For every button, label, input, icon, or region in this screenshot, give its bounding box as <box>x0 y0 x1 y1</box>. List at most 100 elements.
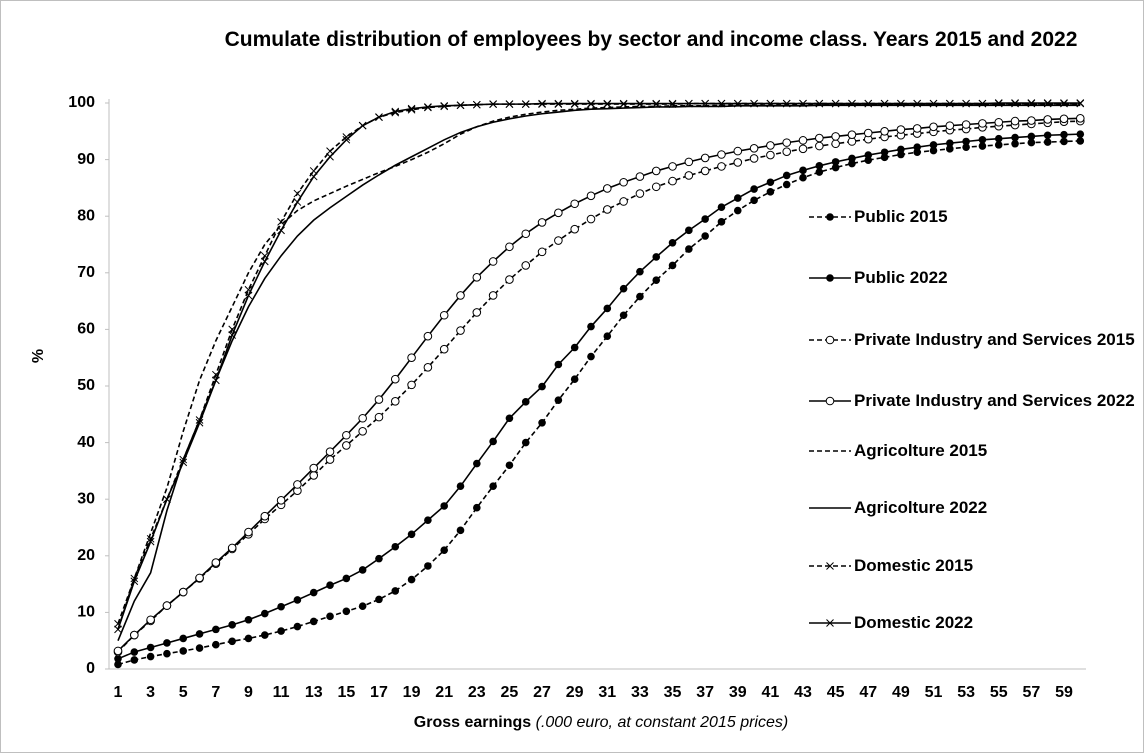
point <box>195 573 204 583</box>
point <box>228 621 236 629</box>
point <box>815 168 824 176</box>
series-line <box>117 102 1081 624</box>
point <box>244 291 253 300</box>
point <box>195 418 204 427</box>
series <box>114 99 1085 628</box>
point <box>309 463 319 473</box>
point <box>309 617 318 626</box>
x-tick-label: 47 <box>859 684 877 701</box>
point <box>456 326 465 335</box>
point <box>374 412 384 422</box>
point <box>668 162 677 171</box>
x-tick-label: 21 <box>435 684 453 701</box>
point <box>554 360 563 369</box>
point <box>750 196 758 205</box>
x-tick-label: 45 <box>827 684 845 701</box>
point <box>570 99 579 108</box>
point <box>619 311 628 320</box>
point <box>244 634 253 643</box>
x-tick-label: 49 <box>892 684 910 701</box>
x-tick-label: 31 <box>598 684 616 701</box>
point <box>423 331 433 341</box>
point <box>684 99 693 108</box>
point <box>423 363 433 372</box>
point <box>603 99 612 108</box>
point <box>228 637 236 646</box>
point <box>749 143 759 153</box>
point <box>358 413 367 423</box>
point <box>782 180 791 189</box>
y-tick-label: 20 <box>77 547 95 564</box>
point <box>538 418 546 427</box>
point <box>326 152 334 161</box>
point <box>114 625 122 634</box>
point <box>929 99 938 108</box>
point <box>1043 99 1052 107</box>
point <box>277 627 285 635</box>
legend-label: Public 2015 <box>854 207 948 226</box>
point <box>798 136 808 145</box>
point <box>700 166 710 176</box>
series <box>117 104 1081 642</box>
point <box>701 215 709 223</box>
point <box>701 99 710 108</box>
legend-label: Agricolture 2015 <box>854 441 988 460</box>
point <box>961 120 971 129</box>
point <box>668 99 677 108</box>
point <box>782 138 792 147</box>
point <box>684 171 694 180</box>
point <box>374 395 384 404</box>
point <box>146 643 155 652</box>
y-tick-label: 30 <box>77 490 95 507</box>
x-tick-label: 41 <box>762 684 780 701</box>
x-axis-title: Gross earnings <box>414 714 531 731</box>
point <box>505 242 514 252</box>
point <box>1060 99 1068 107</box>
point <box>994 117 1004 127</box>
x-tick-label: 3 <box>146 684 155 701</box>
point <box>636 292 644 301</box>
point <box>1010 116 1020 126</box>
x-tick-label: 7 <box>211 684 220 701</box>
series-line <box>117 102 1081 630</box>
point <box>342 441 351 450</box>
x-axis-label: Gross earnings (.000 euro, at constant 2… <box>414 714 788 731</box>
series-line <box>117 104 1081 642</box>
point <box>195 644 204 652</box>
point <box>587 322 595 331</box>
point <box>375 554 383 563</box>
point <box>456 291 465 300</box>
point <box>325 455 335 464</box>
point <box>195 630 204 638</box>
x-tick-label: 13 <box>305 684 323 701</box>
point <box>733 99 742 108</box>
point <box>521 261 531 270</box>
legend-label: Public 2022 <box>854 268 948 287</box>
x-tick-label: 37 <box>696 684 714 701</box>
point <box>228 331 237 339</box>
point <box>179 634 188 643</box>
point <box>228 325 237 334</box>
point <box>537 218 547 227</box>
point <box>130 577 139 586</box>
x-tick-label: 17 <box>370 684 388 701</box>
point <box>456 482 465 490</box>
y-axis-label: % <box>30 349 47 363</box>
point <box>946 139 954 147</box>
x-tick-label: 57 <box>1022 684 1040 701</box>
x-tick-label: 23 <box>468 684 486 701</box>
point <box>179 458 188 467</box>
point <box>1043 131 1052 140</box>
point <box>668 176 677 186</box>
point <box>913 99 922 108</box>
point <box>326 581 334 590</box>
point <box>424 562 432 570</box>
point <box>424 516 432 524</box>
point <box>325 447 335 456</box>
point <box>636 267 644 276</box>
point <box>652 99 661 108</box>
x-tick-label: 11 <box>273 684 290 701</box>
point <box>375 113 383 122</box>
point <box>407 380 416 390</box>
